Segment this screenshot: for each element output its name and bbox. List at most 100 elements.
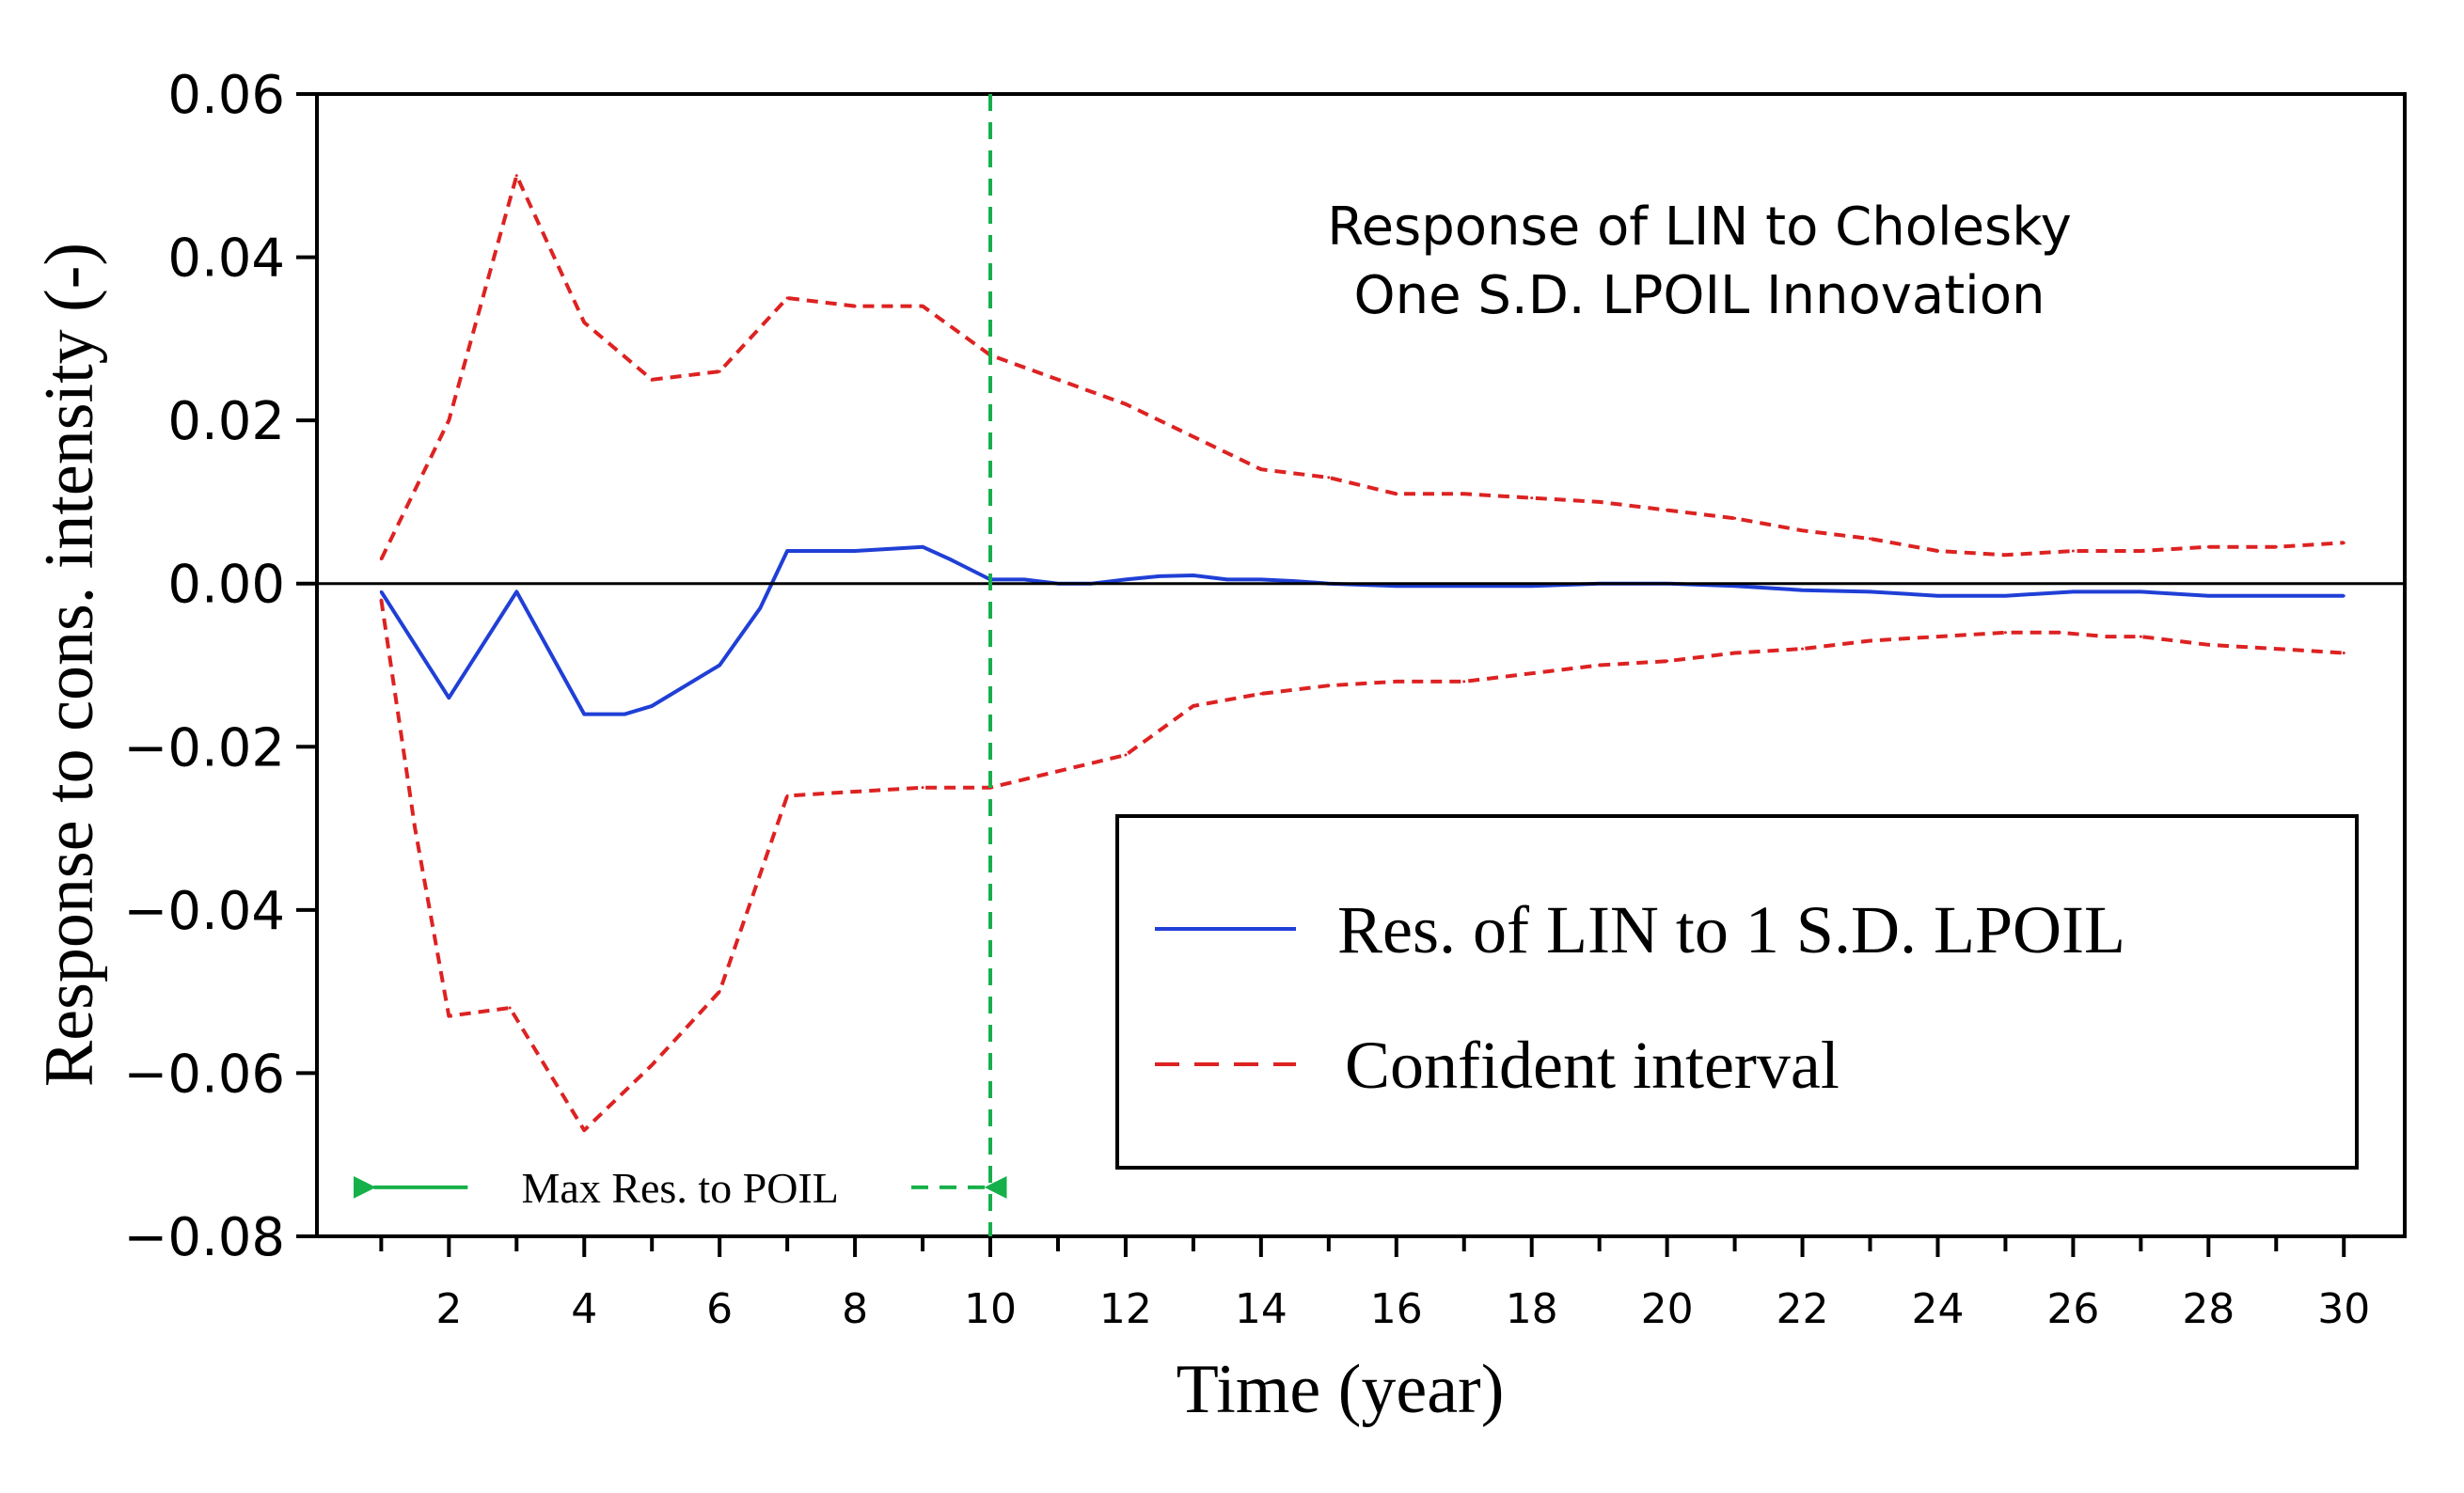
series-point bbox=[1327, 476, 1331, 479]
series-point bbox=[582, 321, 586, 324]
x-tick-label: 26 bbox=[2046, 1285, 2099, 1333]
series-point bbox=[2139, 589, 2142, 593]
series-point bbox=[2058, 631, 2061, 635]
series-point bbox=[1733, 516, 1737, 520]
series-point bbox=[379, 558, 383, 561]
series-point bbox=[1598, 664, 1602, 667]
plot-area-frame bbox=[315, 92, 2407, 1238]
series-point bbox=[2003, 631, 2007, 635]
series-point bbox=[2003, 594, 2007, 598]
y-tick-label: −0.04 bbox=[123, 881, 285, 942]
x-axis-label: Time (year) bbox=[1177, 1351, 1505, 1428]
legend: Res. of LIN to 1 S.D. LPOIL Confident in… bbox=[1115, 814, 2359, 1170]
series-point bbox=[718, 990, 721, 994]
series-point bbox=[1225, 577, 1229, 581]
chart-title-line-2: One S.D. LPOIL Innovation bbox=[1354, 265, 2045, 326]
series-point bbox=[1056, 378, 1060, 382]
series-point bbox=[1293, 579, 1297, 583]
x-tick-label: 2 bbox=[435, 1285, 462, 1333]
series-point bbox=[1259, 467, 1263, 471]
series-point bbox=[921, 305, 924, 308]
series-point bbox=[1056, 769, 1060, 773]
legend-label-interval: Confident interval bbox=[1345, 1028, 1840, 1103]
series-point bbox=[2071, 589, 2075, 593]
series-point bbox=[2206, 643, 2210, 647]
series-point bbox=[1462, 492, 1466, 495]
series-point bbox=[785, 549, 789, 553]
series-point bbox=[2274, 647, 2278, 651]
y-axis-label: Response to cons. intensity (-) bbox=[31, 243, 108, 1087]
series-point bbox=[1124, 402, 1128, 406]
series-point bbox=[1462, 584, 1466, 588]
series-point bbox=[2139, 549, 2142, 553]
legend-label-response: Res. of LIN to 1 S.D. LPOIL bbox=[1337, 892, 2125, 967]
x-tick-label: 14 bbox=[1235, 1285, 1287, 1333]
series-point bbox=[1801, 528, 1805, 532]
series-point bbox=[853, 305, 857, 308]
x-tick-label: 24 bbox=[1911, 1285, 1964, 1333]
series-point bbox=[2274, 594, 2278, 598]
series-point bbox=[1327, 684, 1331, 687]
series-point bbox=[582, 1128, 586, 1132]
series-line-ci-upper bbox=[379, 173, 2345, 560]
series-point bbox=[948, 558, 952, 561]
series-point bbox=[1462, 680, 1466, 684]
x-tick-label: 4 bbox=[571, 1285, 597, 1333]
series-point bbox=[1935, 549, 1939, 553]
series-point bbox=[1801, 647, 1805, 651]
x-tick-label: 20 bbox=[1641, 1285, 1694, 1333]
y-tick-label: −0.06 bbox=[123, 1044, 285, 1105]
series-point bbox=[1530, 671, 1534, 675]
series-point bbox=[447, 1014, 450, 1018]
series-point bbox=[1022, 577, 1026, 581]
series-layer bbox=[379, 173, 2346, 1133]
y-tick-label: 0.02 bbox=[167, 391, 285, 452]
series-point bbox=[1869, 589, 1872, 593]
series-point bbox=[1801, 589, 1805, 592]
series-point bbox=[1259, 692, 1263, 696]
series-point bbox=[650, 378, 654, 382]
series-point bbox=[1259, 577, 1263, 581]
series-point bbox=[2342, 594, 2346, 598]
x-axis-ticks: 2 4 6 8 10 12 14 16 18 20 22 24 26 28 30 bbox=[379, 1236, 2370, 1333]
series-point bbox=[447, 418, 450, 422]
series-point bbox=[379, 598, 383, 602]
series-point bbox=[508, 1006, 512, 1010]
series-point bbox=[1530, 584, 1534, 588]
series-point bbox=[413, 826, 417, 830]
series-point bbox=[1158, 574, 1161, 578]
series-point bbox=[2274, 545, 2278, 549]
x-tick-label: 18 bbox=[1506, 1285, 1558, 1333]
series-point bbox=[623, 713, 626, 716]
series-point bbox=[1733, 651, 1737, 654]
series-point bbox=[921, 545, 924, 549]
y-tick-label: 0.00 bbox=[167, 555, 285, 616]
series-point bbox=[758, 606, 762, 610]
chart-title-line-1: Response of LIN to Cholesky bbox=[1327, 196, 2072, 258]
series-point bbox=[1192, 574, 1195, 577]
series-point bbox=[1192, 435, 1195, 438]
series-point bbox=[1666, 659, 1669, 663]
series-point bbox=[1869, 537, 1872, 541]
series-point bbox=[514, 589, 518, 593]
series-point bbox=[514, 174, 518, 178]
series-point bbox=[2003, 553, 2007, 557]
series-point bbox=[650, 1063, 654, 1067]
y-tick-label: −0.02 bbox=[123, 717, 285, 778]
series-point bbox=[1124, 577, 1128, 581]
series-point bbox=[2206, 594, 2210, 598]
x-tick-label: 22 bbox=[1777, 1285, 1829, 1333]
series-point bbox=[785, 296, 789, 300]
y-tick-label: 0.06 bbox=[167, 65, 285, 126]
series-point bbox=[650, 704, 654, 708]
series-point bbox=[2206, 545, 2210, 549]
x-tick-label: 28 bbox=[2182, 1285, 2235, 1333]
series-point bbox=[2342, 651, 2346, 654]
x-tick-label: 12 bbox=[1099, 1285, 1152, 1333]
series-point bbox=[582, 713, 586, 716]
series-point bbox=[1869, 638, 1872, 642]
series-point bbox=[2105, 635, 2109, 638]
series-point bbox=[853, 790, 857, 794]
series-point bbox=[921, 786, 924, 790]
